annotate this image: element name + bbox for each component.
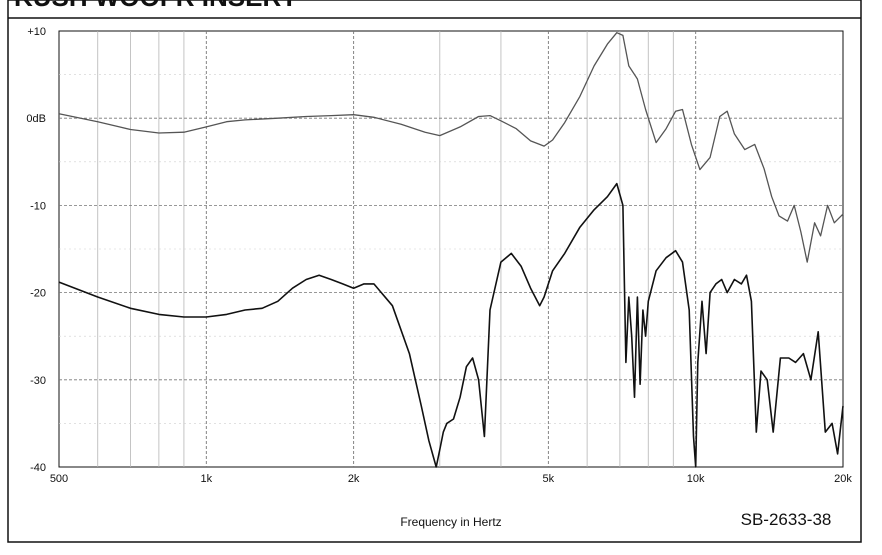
figure-border: [7, 0, 862, 543]
figure-code: SB-2633-38: [741, 510, 832, 529]
y-tick-labels: +10 0dB -10 -20 -30 -40: [26, 26, 46, 474]
x-tick-label: 500: [50, 473, 68, 485]
chart-header: KUSH WOOFR INSERT: [14, 0, 297, 12]
series-line-2: [58, 182, 844, 468]
series-line-1: [58, 32, 844, 263]
x-tick-label: 1k: [201, 473, 213, 485]
y-tick-label: 0dB: [26, 113, 46, 125]
major-grid: [59, 31, 843, 467]
y-tick-label: -30: [30, 375, 46, 387]
y-tick-label: -10: [30, 200, 46, 212]
x-tick-label: 20k: [834, 473, 852, 485]
x-tick-labels: 500 1k 2k 5k 10k 20k: [50, 473, 853, 485]
x-tick-label: 2k: [348, 473, 360, 485]
x-tick-label: 5k: [543, 473, 555, 485]
x-tick-label: 10k: [687, 473, 705, 485]
y-tick-label: -20: [30, 288, 46, 300]
y-tick-label: +10: [27, 26, 46, 38]
x-axis-title: Frequency in Hertz: [400, 515, 501, 529]
series-layer: [58, 32, 844, 468]
minor-grid: [59, 31, 843, 467]
y-tick-label: -40: [30, 462, 46, 474]
